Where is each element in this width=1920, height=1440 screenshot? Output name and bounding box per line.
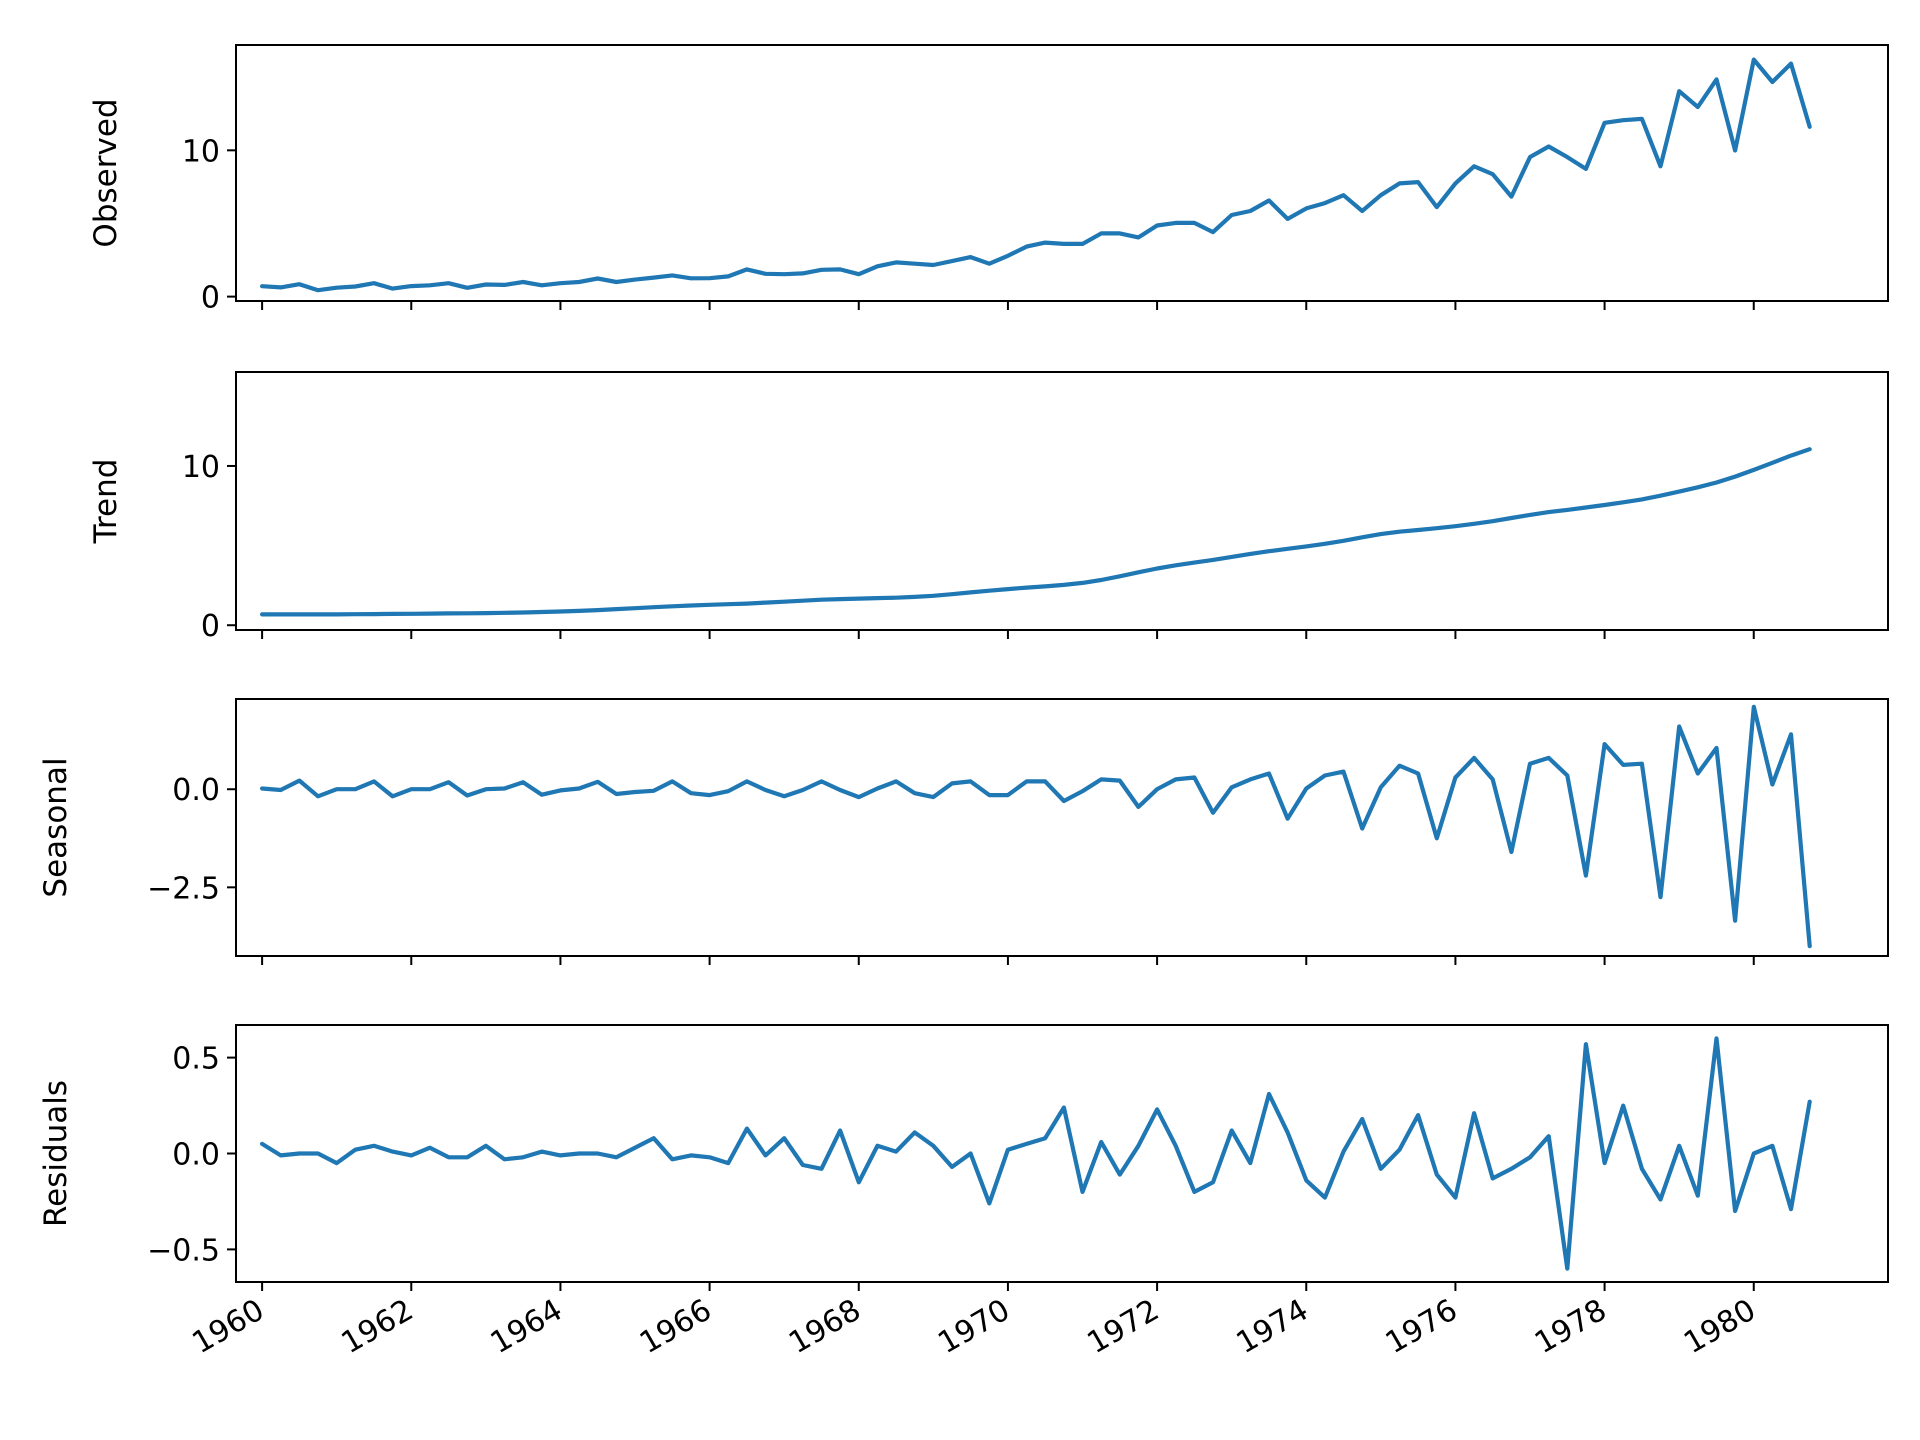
trend-y-tick-label: 0 xyxy=(201,609,220,644)
panels: 0 10 Observed 0 10 Trend −2.5 0.0 Seasonal −0.5 0.… xyxy=(38,44,1889,1291)
residuals-y-tick-label: −0.5 xyxy=(147,1233,220,1268)
trend-y-tick-label: 10 xyxy=(182,450,220,485)
residuals-y-tick-label: 0.0 xyxy=(172,1138,220,1173)
observed-y-tick-label: 0 xyxy=(201,281,220,316)
residuals-series-line xyxy=(260,1036,1812,1271)
observed-y-tick-label: 10 xyxy=(182,134,220,169)
panel-seasonal: −2.5 0.0 Seasonal xyxy=(38,698,1889,965)
seasonal-y-tick-label: −2.5 xyxy=(147,871,220,906)
seasonal-series-line xyxy=(260,704,1812,949)
residuals-y-axis-label: Residuals xyxy=(38,1080,74,1227)
seasonal-y-tick-label: 0.0 xyxy=(172,773,220,808)
seasonal-frame xyxy=(235,698,1889,957)
trend-series-line xyxy=(260,447,1812,617)
observed-frame xyxy=(235,44,1889,302)
residuals-y-tick-label: 0.5 xyxy=(172,1042,220,1077)
seasonal-y-axis-label: Seasonal xyxy=(38,757,74,897)
trend-frame xyxy=(235,371,1889,631)
observed-series-line xyxy=(260,57,1812,293)
panel-trend: 0 10 Trend xyxy=(88,371,1889,644)
observed-y-axis-label: Observed xyxy=(88,98,124,247)
panel-observed: 0 10 Observed xyxy=(88,44,1889,316)
panel-residuals: −0.5 0.0 0.5 Residuals xyxy=(38,1024,1889,1291)
trend-y-axis-label: Trend xyxy=(88,459,124,545)
